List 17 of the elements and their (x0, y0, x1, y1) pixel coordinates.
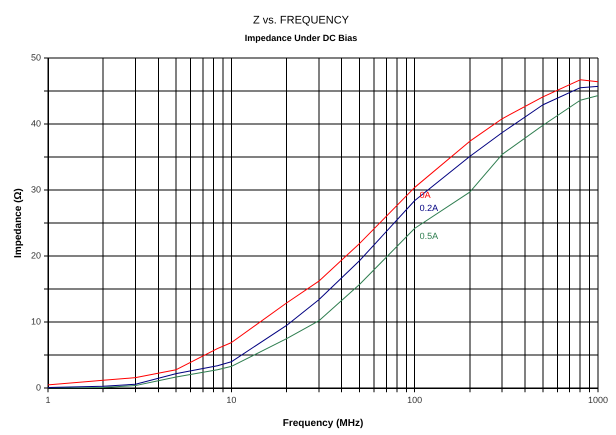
y-tick-label: 0 (36, 382, 42, 393)
x-axis-title: Frequency (MHz) (282, 418, 364, 429)
series-label: 0.5A (420, 230, 438, 241)
series-label: 0A (420, 190, 431, 200)
x-tick-label: 1 (46, 395, 51, 406)
x-tick-label: 100 (407, 395, 422, 406)
chart-title: Z vs. FREQUENCY (253, 14, 350, 27)
y-axis-title: Impedance (Ω) (12, 188, 24, 258)
y-tick-label: 10 (30, 316, 42, 327)
y-tick-label: 50 (30, 52, 42, 62)
x-tick-label: 1000 (588, 395, 608, 406)
y-tick-label: 30 (30, 184, 42, 195)
x-tick-label: 10 (226, 395, 236, 406)
series-label: 0.2A (420, 203, 438, 214)
y-tick-label: 40 (30, 118, 42, 129)
y-tick-label: 20 (30, 250, 42, 261)
chart-subtitle: Impedance Under DC Bias (244, 33, 358, 44)
